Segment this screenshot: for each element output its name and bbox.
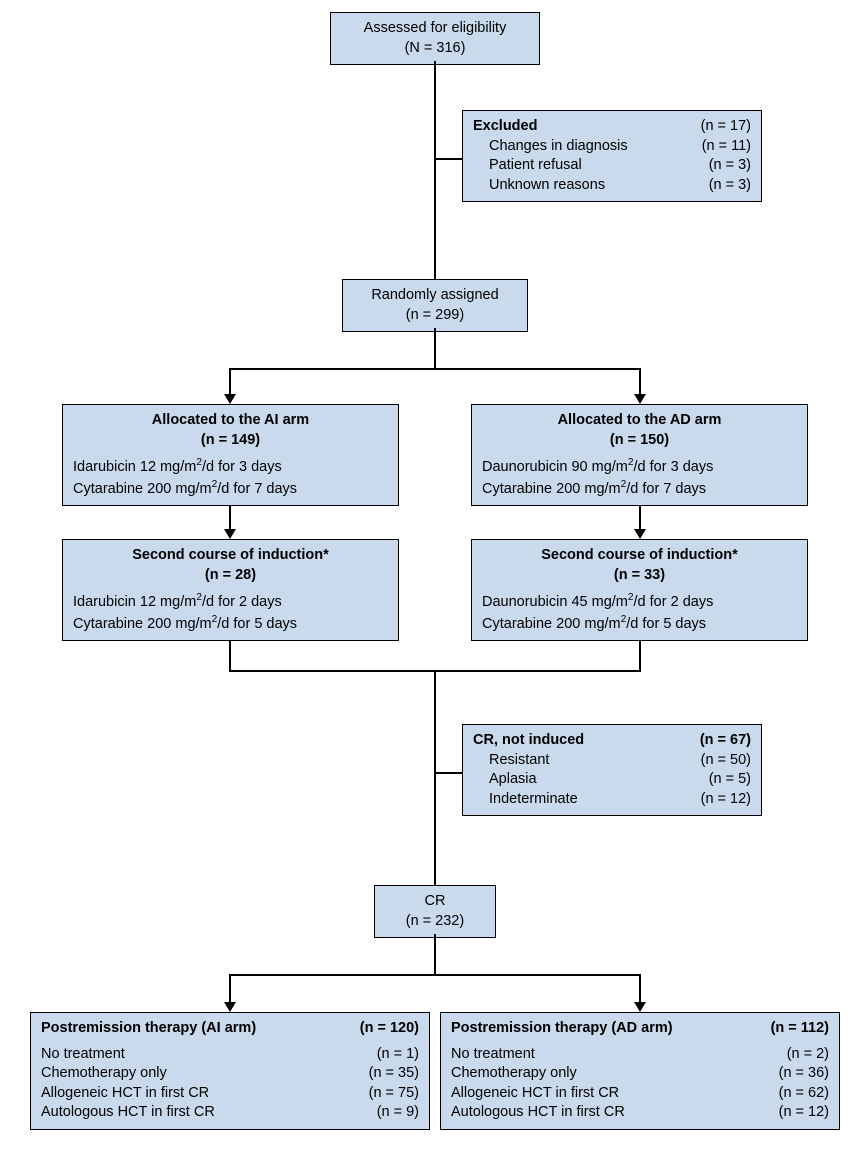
assessed-title: Assessed for eligibility	[341, 19, 529, 39]
cr-n: (n = 232)	[385, 912, 485, 932]
excluded-item-label: Changes in diagnosis	[473, 137, 628, 157]
connector	[434, 670, 436, 885]
excluded-item-n: (n = 3)	[709, 156, 751, 176]
post-ad-title: Postremission therapy (AD arm)	[451, 1019, 673, 1039]
connector	[434, 61, 436, 279]
randomized-n: (n = 299)	[353, 306, 517, 326]
connector	[229, 640, 231, 670]
excluded-item-n: (n = 11)	[702, 137, 751, 157]
node-excluded: Excluded (n = 17) Changes in diagnosis (n …	[462, 110, 762, 202]
connector	[229, 974, 231, 1004]
ad-alloc-line: Daunorubicin 90 mg/m2/d for 3 days	[482, 456, 797, 477]
excluded-n: (n = 17)	[701, 117, 751, 137]
arrowhead	[634, 1002, 646, 1012]
connector	[639, 640, 641, 670]
ad-alloc-line: Cytarabine 200 mg/m2/d for 7 days	[482, 478, 797, 499]
post-ai-title: Postremission therapy (AI arm)	[41, 1019, 256, 1039]
cr-not-n: (n = 67)	[700, 731, 751, 751]
post-ai-item-label: Allogeneic HCT in first CR	[41, 1084, 209, 1104]
post-ai-item-label: Autologous HCT in first CR	[41, 1103, 215, 1123]
ad-alloc-n: (n = 150)	[482, 431, 797, 451]
ai-alloc-n: (n = 149)	[73, 431, 388, 451]
connector	[229, 974, 641, 976]
ai-second-title: Second course of induction*	[73, 546, 388, 566]
connector	[229, 368, 231, 396]
post-ad-item-n: (n = 62)	[779, 1084, 829, 1104]
ai-second-line: Idarubicin 12 mg/m2/d for 2 days	[73, 591, 388, 612]
cr-not-item-n: (n = 50)	[701, 751, 751, 771]
connector	[434, 328, 436, 368]
ad-second-title: Second course of induction*	[482, 546, 797, 566]
arrowhead	[224, 529, 236, 539]
post-ai-item-n: (n = 35)	[369, 1064, 419, 1084]
ai-alloc-line: Cytarabine 200 mg/m2/d for 7 days	[73, 478, 388, 499]
connector	[434, 934, 436, 974]
cr-not-item-label: Resistant	[473, 751, 549, 771]
post-ai-n: (n = 120)	[360, 1019, 419, 1039]
node-ai-alloc: Allocated to the AI arm (n = 149) Idarub…	[62, 404, 399, 506]
post-ai-item-label: No treatment	[41, 1045, 125, 1065]
post-ai-item-label: Chemotherapy only	[41, 1064, 167, 1084]
post-ad-item-n: (n = 36)	[779, 1064, 829, 1084]
ai-alloc-title: Allocated to the AI arm	[73, 411, 388, 431]
node-cr-not: CR, not induced (n = 67) Resistant (n = 50…	[462, 724, 762, 816]
post-ad-item-label: Chemotherapy only	[451, 1064, 577, 1084]
post-ai-item-n: (n = 9)	[377, 1103, 419, 1123]
node-ad-alloc: Allocated to the AD arm (n = 150) Daunor…	[471, 404, 808, 506]
post-ad-n: (n = 112)	[771, 1019, 829, 1039]
excluded-item-label: Unknown reasons	[473, 176, 605, 196]
cr-not-title: CR, not induced	[473, 731, 584, 751]
ai-second-n: (n = 28)	[73, 566, 388, 586]
node-ai-second: Second course of induction* (n = 28) Ida…	[62, 539, 399, 641]
arrowhead	[224, 1002, 236, 1012]
arrowhead	[224, 394, 236, 404]
connector	[434, 772, 462, 774]
arrowhead	[634, 529, 646, 539]
connector	[229, 368, 641, 370]
post-ad-item-label: No treatment	[451, 1045, 535, 1065]
post-ad-item-label: Allogeneic HCT in first CR	[451, 1084, 619, 1104]
node-post-ai: Postremission therapy (AI arm)(n = 120) …	[30, 1012, 430, 1130]
ai-second-line: Cytarabine 200 mg/m2/d for 5 days	[73, 613, 388, 634]
excluded-item-label: Patient refusal	[473, 156, 582, 176]
ad-alloc-title: Allocated to the AD arm	[482, 411, 797, 431]
node-ad-second: Second course of induction* (n = 33) Dau…	[471, 539, 808, 641]
connector	[639, 368, 641, 396]
excluded-title: Excluded	[473, 117, 537, 137]
connector	[434, 158, 462, 160]
connector	[639, 505, 641, 531]
connector	[639, 974, 641, 1004]
randomized-title: Randomly assigned	[353, 286, 517, 306]
excluded-item-n: (n = 3)	[709, 176, 751, 196]
post-ai-item-n: (n = 1)	[377, 1045, 419, 1065]
post-ad-item-n: (n = 2)	[787, 1045, 829, 1065]
node-post-ad: Postremission therapy (AD arm)(n = 112) …	[440, 1012, 840, 1130]
post-ad-item-label: Autologous HCT in first CR	[451, 1103, 625, 1123]
cr-not-item-label: Aplasia	[473, 770, 537, 790]
node-cr: CR (n = 232)	[374, 885, 496, 938]
post-ad-item-n: (n = 12)	[779, 1103, 829, 1123]
ad-second-n: (n = 33)	[482, 566, 797, 586]
cr-not-item-label: Indeterminate	[473, 790, 578, 810]
arrowhead	[634, 394, 646, 404]
ad-second-line: Cytarabine 200 mg/m2/d for 5 days	[482, 613, 797, 634]
cr-title: CR	[385, 892, 485, 912]
assessed-n: (N = 316)	[341, 39, 529, 59]
cr-not-item-n: (n = 5)	[709, 770, 751, 790]
ai-alloc-line: Idarubicin 12 mg/m2/d for 3 days	[73, 456, 388, 477]
node-assessed: Assessed for eligibility (N = 316)	[330, 12, 540, 65]
node-randomized: Randomly assigned (n = 299)	[342, 279, 528, 332]
ad-second-line: Daunorubicin 45 mg/m2/d for 2 days	[482, 591, 797, 612]
cr-not-item-n: (n = 12)	[701, 790, 751, 810]
connector	[229, 505, 231, 531]
post-ai-item-n: (n = 75)	[369, 1084, 419, 1104]
flowchart-canvas: Assessed for eligibility (N = 316) Exclu…	[0, 0, 855, 1164]
